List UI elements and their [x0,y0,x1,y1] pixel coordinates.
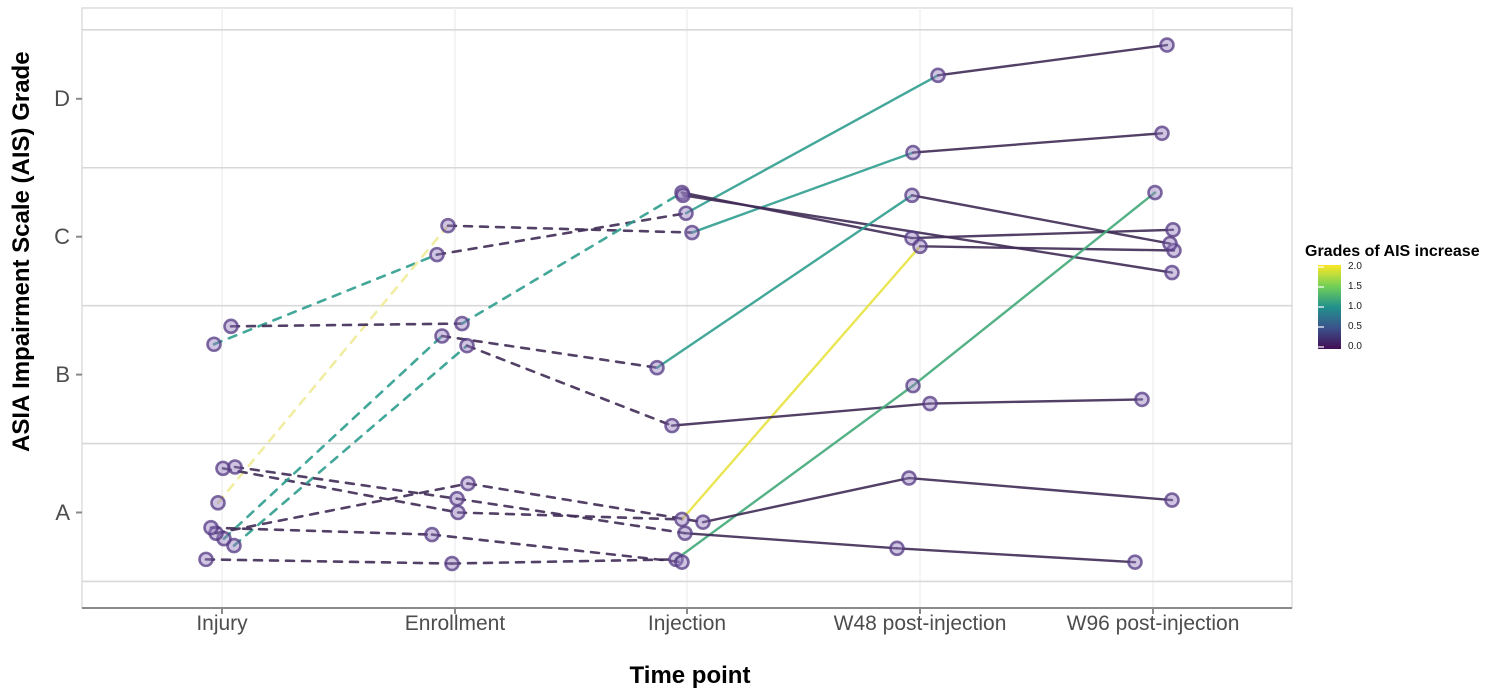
legend-tick-2.0: 2.0 [1348,261,1362,272]
patient-10-point-3 [889,540,905,557]
patient-9-segment-0 [214,482,470,535]
patient-7-segment-2 [655,194,914,369]
patient-10-segment-2 [683,531,899,550]
y-tick-label-A: A [55,500,70,525]
y-tick-label-D: D [54,86,70,111]
patient-3-segment-1 [460,191,684,325]
legend-tick-1.5: 1.5 [1348,281,1362,292]
patient-1-segment-2 [684,74,940,215]
patient-2-point-2 [684,224,700,241]
patient-11-point-2 [674,554,690,570]
patient-8-segment-1 [450,558,678,565]
legend-tick-0.0: 0.0 [1348,341,1362,352]
patient-1-segment-3 [936,43,1169,77]
patient-5-point-0 [675,187,691,204]
patient-1-point-4 [1159,37,1175,53]
patient-6-point-3 [922,395,938,412]
patient-7-segment-0 [222,334,444,541]
y-axis-title: ASIA Impairment Scale (AIS) Grade [8,51,35,452]
patient-8-segment-0 [204,558,454,565]
x-tick-label-injection: Injection [647,612,727,635]
patient-7-segment-3 [910,194,1172,245]
patient-6-segment-1 [465,344,674,427]
patient-9-segment-2 [701,476,911,524]
patient-10-point-1 [449,490,465,507]
patient-3-point-1 [454,315,470,332]
patient-2-point-0 [210,495,226,511]
x-axis-title: Time point [629,662,751,689]
patient-3-segment-3 [910,228,1175,240]
patient-8-point-4 [1147,184,1163,201]
patient-10-segment-0 [233,465,459,501]
patient-1-segment-0 [212,253,439,346]
legend-tick-0.5: 0.5 [1348,321,1362,332]
patient-10-segment-3 [895,547,1137,564]
legend-title: Grades of AIS increase [1305,243,1480,260]
patient-2-point-3 [905,144,921,161]
patient-4-point-3 [912,238,928,255]
patient-8-segment-2 [674,384,915,561]
patient-7-segment-1 [440,334,659,370]
patient-6-segment-0 [232,344,469,547]
patient-9-point-2 [695,514,711,530]
patient-11-point-0 [203,519,219,536]
patient-9-point-1 [460,475,476,492]
patient-1-point-3 [930,67,946,84]
patient-7-point-3 [904,187,920,204]
patient-8-point-0 [198,551,214,568]
patient-2-segment-0 [216,224,450,505]
patient-3-point-4 [1165,222,1181,238]
patient-4-point-1 [450,504,466,521]
y-tick-label-C: C [54,224,70,249]
patient-7-point-1 [434,328,450,344]
patient-10-point-2 [677,525,693,541]
patient-4-segment-3 [918,245,1176,252]
legend-tick-1.0: 1.0 [1348,301,1362,312]
x-tick-label-injury: Injury [196,612,248,635]
legend-colorbar [1318,265,1341,349]
patient-2-point-1 [440,217,456,234]
patient-7-point-2 [649,359,665,376]
patient-6-point-1 [459,337,475,354]
patient-6-point-2 [664,417,680,434]
x-tick-label-w48: W48 post-injection [833,612,1007,635]
patient-6-segment-3 [928,398,1144,405]
patient-10-point-4 [1127,554,1143,570]
patient-9-segment-3 [907,476,1174,502]
patient-1-point-1 [429,246,445,263]
patient-9-segment-1 [466,482,705,524]
patient-1-segment-1 [435,211,688,256]
patient-6-point-4 [1134,391,1150,408]
patient-3-segment-0 [229,322,464,328]
patient-11-point-1 [424,526,440,543]
patient-2-segment-3 [911,132,1164,154]
y-tick-label-B: B [55,362,70,387]
patient-7-point-4 [1162,235,1178,252]
patient-6-segment-2 [670,402,932,427]
patient-4-point-2 [674,511,690,528]
patient-8-point-3 [905,377,921,394]
patient-1-point-2 [678,205,694,222]
patient-5-segment-0 [681,194,1174,274]
patient-9-point-4 [1164,492,1180,508]
patient-4-segment-2 [680,245,922,521]
patient-4-segment-0 [221,467,460,514]
patient-2-segment-2 [690,151,915,234]
x-tick-label-w96: W96 post-injection [1066,612,1240,635]
patient-11-segment-1 [430,533,684,564]
patient-10-point-0 [227,459,243,475]
patient-5-point-1 [1164,264,1180,281]
patient-8-point-1 [444,555,460,572]
patient-2-point-4 [1154,125,1170,142]
patient-3-point-0 [223,318,239,335]
x-tick-label-enrollment: Enrollment [404,612,506,635]
patient-1-point-0 [206,336,222,353]
patient-2-segment-1 [446,224,694,234]
patient-10-segment-1 [455,497,687,535]
patient-11-segment-0 [209,526,434,536]
patient-9-point-3 [901,470,917,486]
patient-8-segment-3 [911,191,1157,387]
